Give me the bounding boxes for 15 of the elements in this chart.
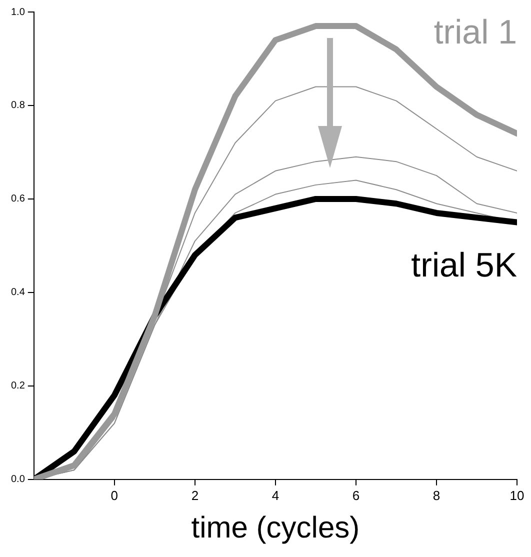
- y-tick-label: 0.6: [10, 194, 26, 205]
- y-tick-label: 1.0: [10, 6, 26, 18]
- x-tick-label: 0: [110, 488, 118, 503]
- x-tick-label: 10: [510, 488, 524, 503]
- series-label: trial 1: [434, 13, 517, 52]
- series-label: trial 5K: [411, 246, 518, 285]
- x-tick-label: 4: [272, 488, 280, 503]
- y-tick-label: 0.8: [10, 100, 26, 112]
- y-tick-label: 0.2: [10, 380, 26, 392]
- y-tick-label: 0.0: [10, 474, 26, 486]
- x-tick-label: 8: [432, 488, 440, 503]
- x-tick-label: 2: [191, 488, 199, 503]
- y-tick-label: 0.4: [10, 287, 26, 298]
- x-axis-title: time (cycles): [191, 511, 360, 544]
- x-tick-label: 6: [352, 488, 360, 503]
